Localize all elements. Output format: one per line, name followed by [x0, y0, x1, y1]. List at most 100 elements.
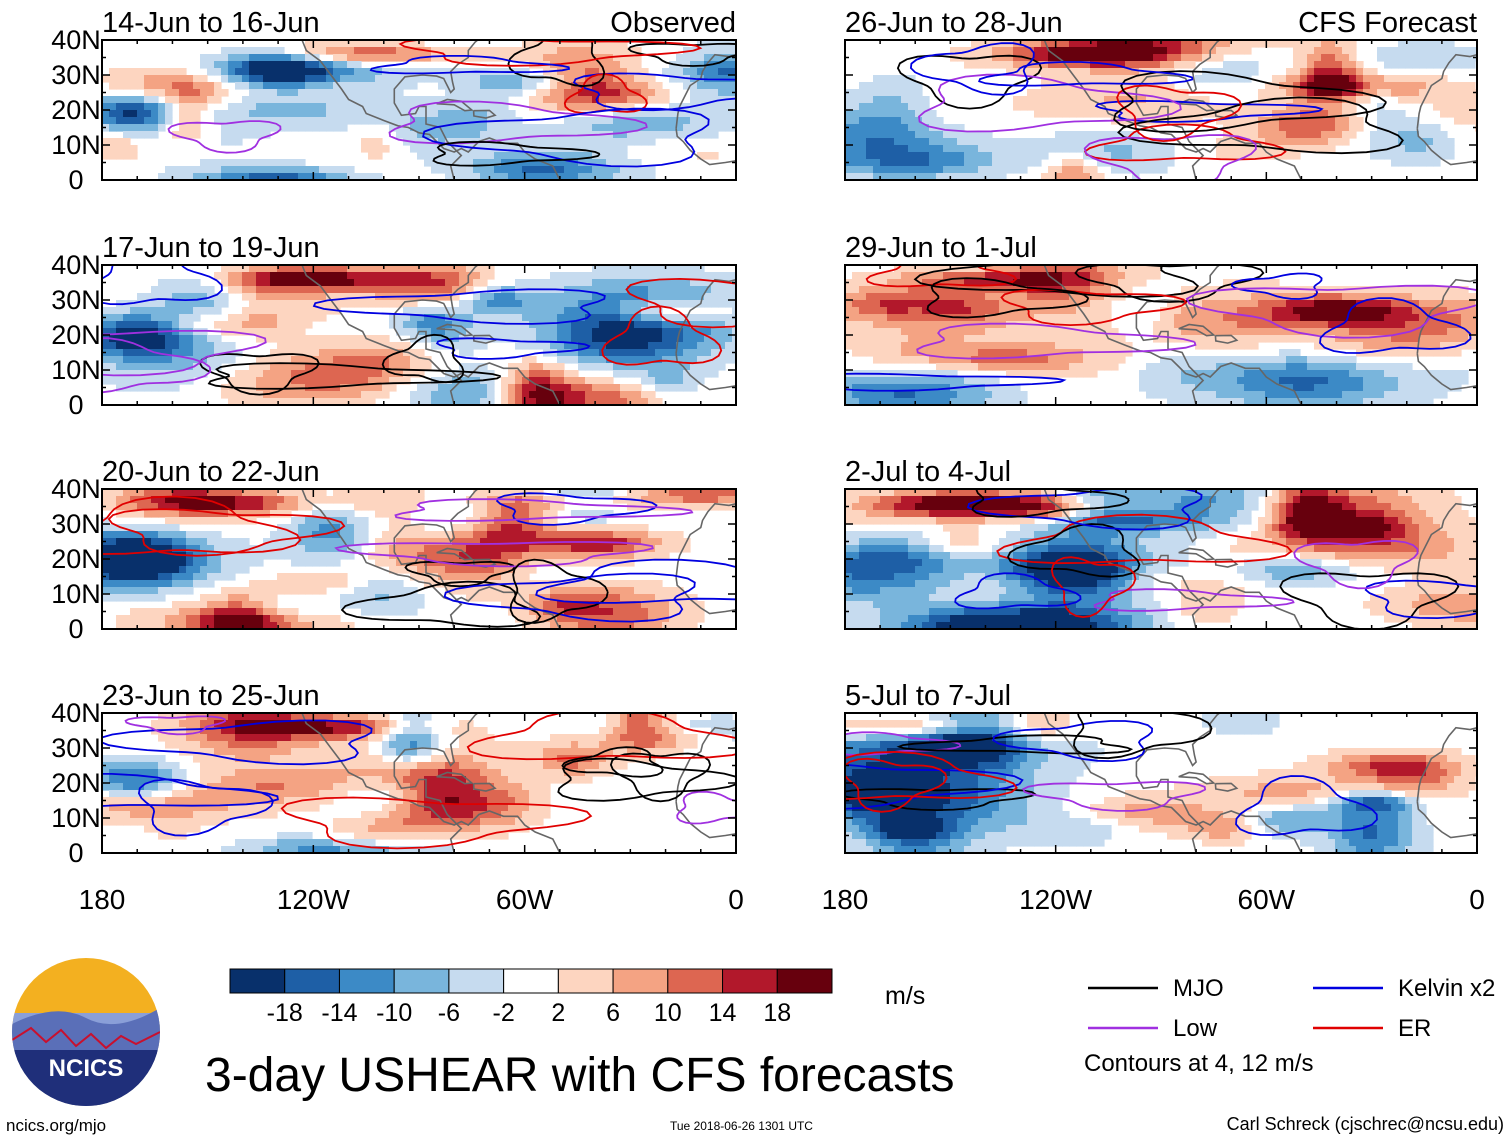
shear-cell [347, 489, 355, 497]
shear-cell [270, 370, 278, 378]
shear-cell [354, 727, 362, 735]
shear-cell [487, 384, 495, 392]
shear-cell [270, 349, 278, 357]
shear-cell [669, 131, 677, 139]
shear-cell [487, 314, 495, 322]
shear-cell [431, 755, 439, 763]
shear-cell [662, 538, 670, 546]
shear-cell [319, 398, 327, 405]
shear-cell [578, 622, 586, 629]
shear-cell [249, 762, 257, 770]
shear-cell [585, 117, 593, 125]
shear-cell [312, 398, 320, 405]
shear-cell [242, 559, 250, 567]
shear-cell [270, 47, 278, 55]
shear-cell [277, 503, 285, 511]
shear-cell [165, 580, 173, 588]
shear-cell [242, 110, 250, 118]
shear-cell [165, 559, 173, 567]
shear-cell [704, 152, 712, 160]
shear-cell [347, 538, 355, 546]
shear-cell [704, 131, 712, 139]
shear-cell [354, 117, 362, 125]
shear-cell [480, 89, 488, 97]
shear-cell [354, 293, 362, 301]
shear-cell [627, 755, 635, 763]
shear-cell [578, 363, 586, 371]
shear-cell [606, 713, 614, 721]
shear-cell [613, 89, 621, 97]
shear-cell [200, 601, 208, 609]
shear-cell [473, 152, 481, 160]
shear-cell [620, 720, 628, 728]
shear-cell [228, 608, 236, 616]
shear-cell [326, 580, 334, 588]
shear-cell [487, 398, 495, 405]
shear-cell [102, 110, 110, 118]
shear-cell [214, 545, 222, 553]
shear-cell [718, 110, 726, 118]
shear-cell [319, 622, 327, 629]
contour-line [340, 580, 542, 628]
shear-cell [277, 279, 285, 287]
shear-cell [676, 363, 684, 371]
shear-cell [305, 173, 313, 180]
shear-cell [536, 342, 544, 350]
shear-cell [284, 342, 292, 350]
shear-cell [697, 363, 705, 371]
shear-cell [718, 363, 726, 371]
shear-cell [382, 286, 390, 294]
shear-cell [368, 47, 376, 55]
shear-cell [102, 531, 110, 539]
shear-cell [501, 503, 509, 511]
shear-cell [165, 713, 173, 721]
shear-cell [396, 68, 404, 76]
shear-cell [424, 769, 432, 777]
shear-cell [564, 272, 572, 280]
shear-cell [347, 524, 355, 532]
shear-cell [452, 145, 460, 153]
shear-cell [333, 40, 341, 48]
shear-cell [508, 307, 516, 315]
shear-cell [501, 82, 509, 90]
shear-cell [592, 391, 600, 399]
shear-cell [354, 110, 362, 118]
shear-cell [319, 47, 327, 55]
shear-cell [382, 503, 390, 511]
shear-cell [557, 75, 565, 83]
shear-cell [543, 96, 551, 104]
shear-cell [263, 489, 271, 497]
shear-cell [347, 265, 355, 273]
shear-cell [536, 307, 544, 315]
shear-cell [249, 265, 257, 273]
shear-cell [529, 538, 537, 546]
shear-cell [375, 40, 383, 48]
shear-cell [109, 783, 117, 791]
shear-cell [382, 559, 390, 567]
shear-cell [452, 524, 460, 532]
shear-cell [613, 342, 621, 350]
shear-cell [424, 138, 432, 146]
shear-cell [291, 159, 299, 167]
shear-cell [578, 321, 586, 329]
shear-cell [473, 293, 481, 301]
shear-cell [557, 328, 565, 336]
shear-cell [263, 748, 271, 756]
shear-cell [487, 783, 495, 791]
shear-cell [578, 89, 586, 97]
shear-cell [711, 82, 719, 90]
shear-cell [529, 531, 537, 539]
shear-cell [606, 377, 614, 385]
shear-cell [543, 559, 551, 567]
shear-cell [242, 391, 250, 399]
shear-cell [536, 552, 544, 560]
shear-cell [242, 762, 250, 770]
shear-cell [522, 783, 530, 791]
shear-cell [347, 517, 355, 525]
shear-cell [256, 377, 264, 385]
shear-cell [473, 159, 481, 167]
shear-cell [417, 720, 425, 728]
shear-cell [186, 321, 194, 329]
shear-cell [179, 517, 187, 525]
shear-cell [557, 279, 565, 287]
